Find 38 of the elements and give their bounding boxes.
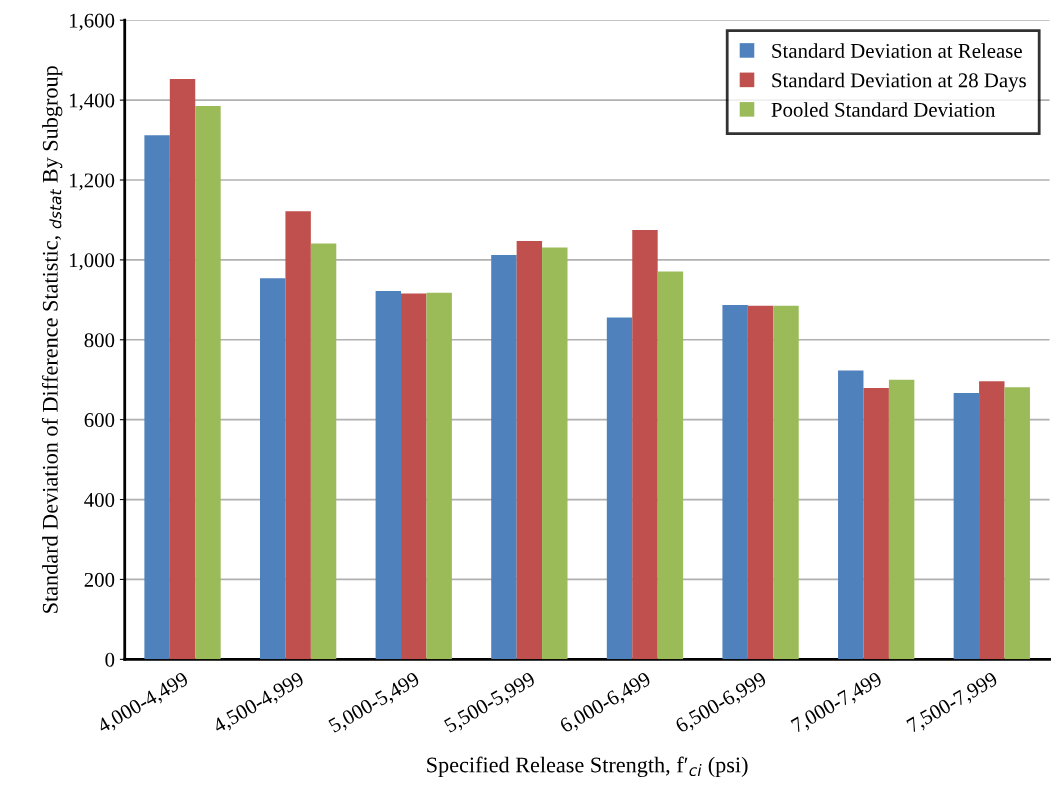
legend-label: Pooled Standard Deviation [771,102,996,117]
bar [953,392,980,660]
bar [516,241,543,660]
bar [195,106,221,660]
bar [542,247,568,660]
bar [888,379,915,660]
y-tick-label: 1,600 [69,13,115,31]
y-tick-label: 1,400 [69,93,115,111]
bar [259,278,286,660]
bar [632,229,658,660]
y-tick-label: 800 [84,333,115,348]
bar [657,271,684,660]
y-axis-title: Standard Deviation of Difference Statistic, $_{dstat}$ By Subgroup [41,66,63,613]
bar [169,78,196,660]
bar [722,305,748,660]
x-axis-title: Specified Release Strength, f′$_{ci}$ (psi) [427,756,748,778]
y-tick-label: 1,200 [69,173,115,191]
bar [491,255,517,660]
y-tick-label: 600 [84,413,115,428]
y-tick-label: 400 [84,492,115,507]
bar [285,211,311,660]
y-tick-label: 1,000 [69,253,115,271]
bar [863,388,889,660]
bar [426,292,452,660]
bar [401,293,427,660]
bar [773,305,799,660]
bar [747,305,774,660]
bar [375,291,402,660]
bar [144,135,170,660]
bar [310,243,337,660]
y-tick-label: 0 [105,652,115,667]
bar [606,317,633,660]
legend-label: Standard Deviation at 28 Days [772,72,1026,92]
bar [1004,387,1030,660]
legend-label: Standard Deviation at Release [772,43,1022,58]
bar [838,370,864,660]
bar [979,381,1005,660]
y-tick-label: 200 [84,572,115,587]
